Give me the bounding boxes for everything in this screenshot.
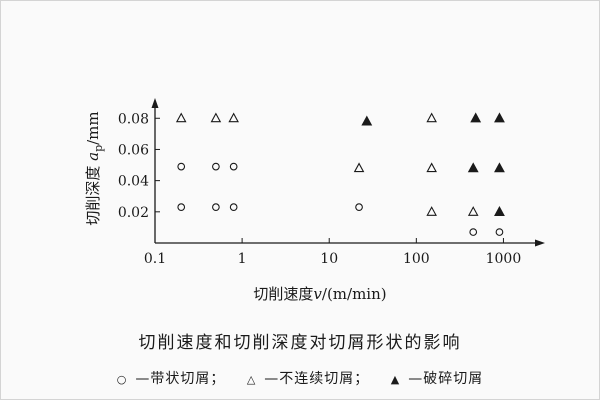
- point-circle-open: [229, 162, 238, 171]
- point-circle-open: [212, 203, 220, 211]
- x-tick-label: 0.1: [144, 251, 166, 267]
- point-triangle-filled: [494, 162, 505, 173]
- y-axis-label: 切削深度 ap/mm: [84, 111, 105, 225]
- point-circle-open: [355, 203, 363, 211]
- triangle-filled-icon: ▲: [390, 373, 401, 386]
- point-triangle-open: [175, 112, 187, 123]
- legend-label-discontinuous: —不连续切屑；: [264, 371, 370, 387]
- point-circle-open: [469, 228, 478, 236]
- x-tick-label: 1000: [486, 251, 522, 267]
- y-axis-arrow: [151, 98, 159, 108]
- point-circle-open: [229, 203, 238, 211]
- legend-label-band: —带状切屑；: [135, 371, 226, 387]
- legend-item-broken: ▲ —破碎切屑: [387, 368, 487, 388]
- x-tick-label: 100: [403, 251, 430, 267]
- point-triangle-filled: [467, 162, 479, 173]
- point-triangle-open: [210, 112, 222, 123]
- point-triangle-filled: [494, 205, 505, 216]
- point-triangle-open: [426, 162, 437, 173]
- point-circle-open: [177, 203, 186, 211]
- x-axis-label: 切削速度v/(m/min): [253, 285, 386, 303]
- point-triangle-filled: [494, 112, 505, 123]
- legend-label-broken: —破碎切屑: [408, 371, 484, 387]
- point-triangle-filled: [361, 115, 373, 126]
- y-tick-label: 0.02: [118, 205, 149, 221]
- scatter-plot: 0.1 1 10 100 1000 0.02 0.04 0.06 0.08 切削速度v/(m/mi…: [84, 98, 545, 303]
- y-tick-label: 0.08: [118, 111, 149, 127]
- point-triangle-filled: [470, 112, 482, 123]
- x-tick-label: 1: [238, 251, 247, 267]
- y-tick-label: 0.06: [118, 142, 149, 158]
- point-triangle-open: [426, 112, 437, 123]
- point-triangle-open: [467, 206, 479, 216]
- point-circle-open: [212, 162, 220, 171]
- point-circle-open: [177, 162, 186, 171]
- legend: ○ —带状切屑； △ —不连续切屑； ▲ —破碎切屑: [0, 368, 600, 388]
- legend-item-band: ○ —带状切屑；: [113, 368, 230, 388]
- x-tick-label: 10: [320, 251, 338, 267]
- legend-item-discontinuous: △ —不连续切屑；: [243, 368, 373, 388]
- point-triangle-open: [228, 112, 239, 123]
- chart-title: 切削速度和切削深度对切屑形状的影响: [138, 333, 462, 353]
- y-tick-label: 0.04: [118, 174, 149, 190]
- circle-open-icon: ○: [116, 373, 128, 386]
- point-triangle-open: [353, 162, 365, 173]
- triangle-open-icon: △: [246, 373, 257, 386]
- point-circle-open: [495, 228, 504, 236]
- point-triangle-open: [426, 206, 437, 216]
- x-axis-arrow: [535, 239, 545, 247]
